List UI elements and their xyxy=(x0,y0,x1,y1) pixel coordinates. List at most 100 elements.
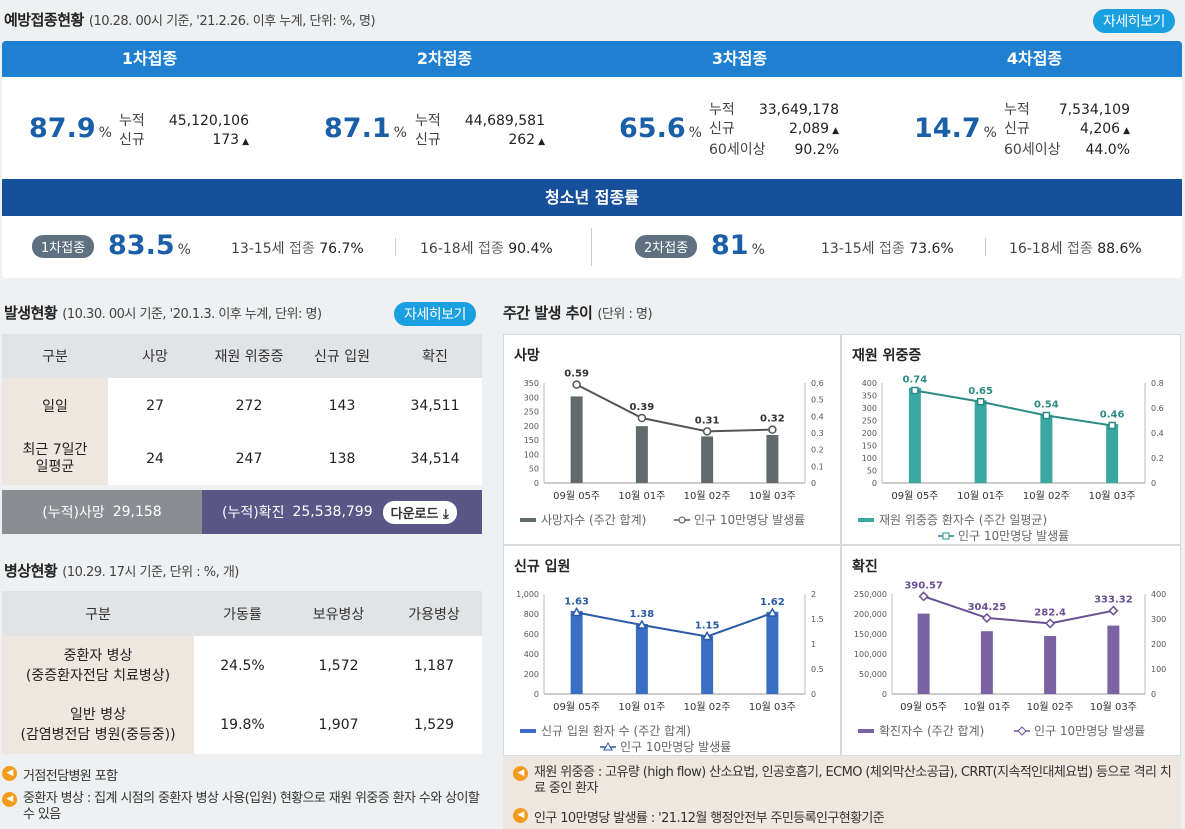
chart-svg: 0 50,000 100,000 150,000 200,000 250,000 0 100 2… xyxy=(854,580,1166,738)
beds-heading: 병상현황 (10.29. 17시 기준, 단위 : %, 개) xyxy=(4,560,239,581)
bar xyxy=(974,400,987,483)
speaker-icon: ◀ xyxy=(513,766,528,781)
y-tick-label: 50 xyxy=(867,467,877,476)
y2-tick-label: 0.4 xyxy=(1151,429,1164,438)
y-tick-label: 200 xyxy=(862,429,877,438)
x-tick-label: 10월 02주 xyxy=(684,490,731,502)
line-point xyxy=(976,398,985,406)
x-tick-label: 10월 02주 xyxy=(1027,701,1074,713)
y2-tick-label: 0.5 xyxy=(811,396,824,405)
vaccination-heading: 예방접종현황 (10.28. 00시 기준, '21.2.26. 이후 누계, … xyxy=(4,9,376,30)
x-tick-label: 09월 05주 xyxy=(891,490,938,502)
legend-label: 확진자수 (주간 합계) xyxy=(879,724,984,738)
youth-first-percent: 83.5% xyxy=(108,230,191,261)
y2-tick-label: 0.8 xyxy=(1151,379,1164,388)
legend-label: 사망자수 (주간 합계) xyxy=(541,513,646,527)
youth-first-age1: 13-15세 접종 76.7% xyxy=(231,241,364,257)
x-tick-label: 10월 01주 xyxy=(618,490,665,502)
dose-stats: 누적 7,534,109 신규 4,206 ▲ 60세이상 44.0% xyxy=(1004,102,1130,158)
data-label: 333.32 xyxy=(1094,595,1133,606)
weekly-notes: ◀ 재원 위중증 : 고유량 (high flow) 산소요법, 인공호흡기, E… xyxy=(503,756,1181,829)
y-tick-label: 100,000 xyxy=(854,650,887,659)
y-tick-label: 100 xyxy=(524,450,539,459)
data-label: 0.54 xyxy=(1034,400,1059,411)
table-row: 최근 7일간 일평균 24 247 138 34,514 xyxy=(2,433,482,485)
chart-svg: 0 200 400 600 800 1,000 0 0.5 1 1.5 2 09월 05주 10월 01… xyxy=(516,590,824,754)
dose-percent: 14.7% xyxy=(914,113,997,144)
data-label: 0.74 xyxy=(903,375,928,386)
series-line xyxy=(576,383,773,433)
y-tick-label: 0 xyxy=(872,479,877,488)
bar xyxy=(701,636,714,694)
y2-tick-label: 0.2 xyxy=(811,446,824,455)
legend-label: 재원 위중증 환자수 (주간 일평균) xyxy=(879,513,1047,527)
beds-note: ◀ 중환자 병상 : 집계 시점의 중환자 병상 사용(입원) 현황으로 재원 위… xyxy=(2,791,484,823)
line-point xyxy=(1045,618,1056,629)
line-point xyxy=(701,630,713,641)
data-label: 0.46 xyxy=(1100,410,1125,421)
cumulative-confirmed: (누적)확진 25,538,799 다운로드 ⤓ xyxy=(202,490,482,534)
data-label: 0.31 xyxy=(695,415,720,426)
y-tick-label: 350 xyxy=(524,379,539,388)
y-tick-label: 300 xyxy=(862,404,877,413)
legend-label: 인구 10만명당 발생률 xyxy=(620,740,731,754)
y-tick-label: 600 xyxy=(524,630,539,639)
chart-title: 재원 위중증 xyxy=(852,348,922,364)
dose-stats: 누적 44,689,581 신규 262 ▲ xyxy=(415,113,545,148)
x-tick-label: 09월 05주 xyxy=(900,701,947,713)
line-point xyxy=(918,591,929,602)
occurrence-table: 구분 사망 재원 위중증 신규 입원 확진 일일 27 272 143 34,5… xyxy=(2,334,482,485)
x-tick-label: 10월 03주 xyxy=(1089,490,1136,502)
y-tick-label: 50 xyxy=(529,465,539,474)
table-row: 중환자 병상 (중증환자전담 치료병상) 24.5% 1,572 1,187 xyxy=(2,636,482,696)
data-label: 1.15 xyxy=(695,621,720,632)
legend-marker xyxy=(603,741,613,751)
beds-note: ◀ 거점전담병원 포함 xyxy=(2,765,482,784)
line-point xyxy=(637,413,647,423)
bar xyxy=(701,436,714,483)
y2-tick-label: 100 xyxy=(1151,665,1166,674)
beds-table: 구분 가동률 보유병상 가용병상 중환자 병상 (중증환자전담 치료병상) 24… xyxy=(2,591,482,754)
occurrence-detail-button[interactable]: 자세히보기 xyxy=(394,302,476,326)
data-label: 0.65 xyxy=(968,386,993,397)
up-arrow-icon: ▲ xyxy=(538,137,545,147)
legend-bar-swatch xyxy=(520,518,536,522)
youth-second-age1: 13-15세 접종 73.6% xyxy=(821,241,954,257)
table-row: 일반 병상 (감염병전담 병원(중등중)) 19.8% 1,907 1,529 xyxy=(2,696,482,754)
x-tick-label: 09월 05주 xyxy=(553,701,600,713)
data-label: 1.38 xyxy=(630,609,655,620)
bar xyxy=(980,631,993,694)
y2-tick-label: 0.3 xyxy=(811,429,824,438)
dose-header: 2차접종 xyxy=(416,49,473,68)
dose-stats: 누적 45,120,106 신규 173 ▲ xyxy=(119,113,249,148)
bar xyxy=(1040,414,1053,483)
weekly-subtitle: (단위 : 명) xyxy=(597,307,653,322)
y2-tick-label: 0 xyxy=(1151,690,1156,699)
data-label: 0.32 xyxy=(760,414,785,425)
chart-admission: 신규 입원 0 200 400 600 800 1,000 0 0.5 1 1.5 2 09월 05주 1… xyxy=(504,546,840,755)
download-button[interactable]: 다운로드 ⤓ xyxy=(382,500,457,524)
divider xyxy=(591,228,592,266)
occurrence-subtitle: (10.30. 00시 기준, '20.1.3. 이후 누계, 단위: 명) xyxy=(62,307,322,322)
youth-second-age2: 16-18세 접종 88.6% xyxy=(1009,241,1142,257)
y-tick-label: 0 xyxy=(534,690,539,699)
y2-tick-label: 2 xyxy=(811,590,816,599)
y-tick-label: 200 xyxy=(524,422,539,431)
bar xyxy=(1044,636,1057,694)
line-point xyxy=(636,619,648,629)
download-icon: ⤓ xyxy=(443,506,449,522)
legend-label: 인구 10만명당 발생률 xyxy=(958,529,1069,543)
bar xyxy=(635,426,648,483)
y2-tick-label: 0.6 xyxy=(811,379,824,388)
data-label: 390.57 xyxy=(904,580,943,591)
y-tick-label: 300 xyxy=(524,393,539,402)
vaccination-detail-button[interactable]: 자세히보기 xyxy=(1093,9,1175,33)
x-tick-label: 10월 01주 xyxy=(963,701,1010,713)
youth-header: 청소년 접종률 xyxy=(2,179,1182,216)
chart-death: 사망 0 50 100 150 200 250 300 350 0 0.1 0.2 0.3 0.4 0.5 0… xyxy=(504,335,840,544)
chart-svg: 0 50 100 150 200 250 300 350 400 0 0.2 0.4 0.6 0.8 09월… xyxy=(858,375,1164,543)
x-tick-label: 10월 03주 xyxy=(749,490,796,502)
y2-tick-label: 0 xyxy=(1151,479,1156,488)
vaccination-card: 1차접종 2차접종 3차접종 4차접종 87.9% 누적 45,120,106 신… xyxy=(2,41,1182,278)
bar xyxy=(1107,625,1120,694)
